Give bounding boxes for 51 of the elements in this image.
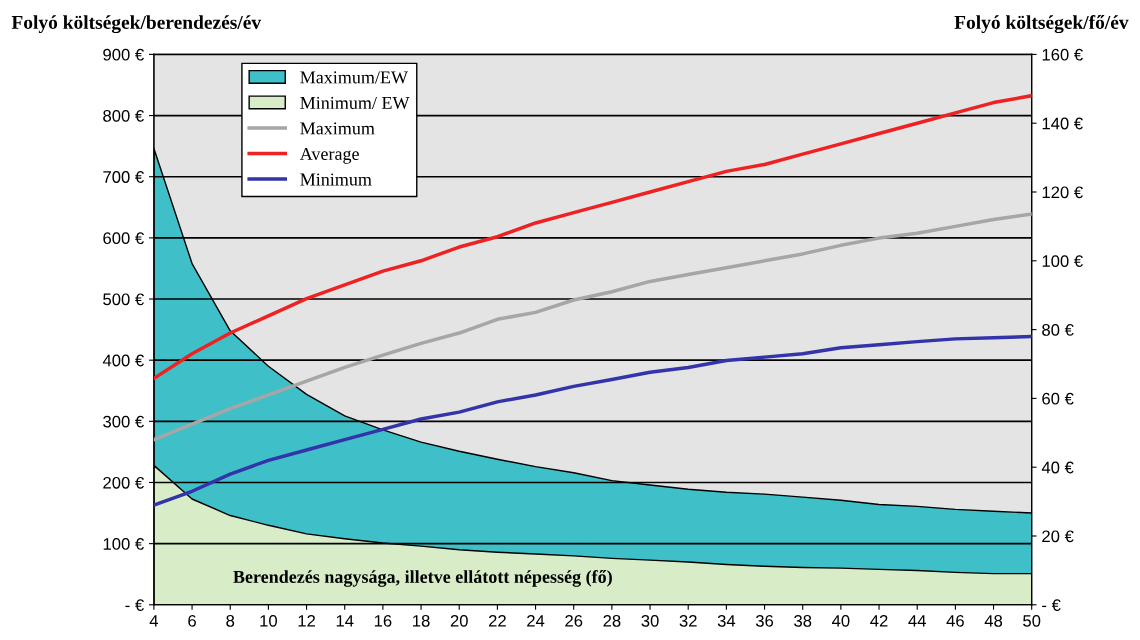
- legend-label: Minimum: [300, 173, 372, 186]
- x-tick-label: 32: [679, 614, 697, 627]
- legend-label: Maximum: [300, 122, 375, 135]
- x-tick-label: 40: [831, 614, 850, 627]
- y2-tick-label: 20 €: [1042, 530, 1074, 543]
- y2-tick-label: 60 €: [1042, 392, 1074, 405]
- legend-label: Minimum/ EW: [300, 96, 410, 110]
- legend-label: Maximum/EW: [300, 71, 408, 84]
- x-axis-title: Berendezés nagysága, illetve ellátott népesség (fő): [233, 570, 612, 587]
- y2-axis-title: Folyó költségek/fő/év: [954, 15, 1129, 34]
- x-tick-label: 30: [641, 614, 659, 627]
- x-tick-label: 4: [149, 615, 159, 627]
- y-tick-label: 800 €: [103, 109, 144, 122]
- x-tick-label: 38: [794, 614, 812, 627]
- x-tick-label: 22: [488, 614, 506, 627]
- x-tick-label: 44: [908, 615, 926, 627]
- y-tick-label: 400 €: [102, 354, 144, 367]
- x-tick-label: 34: [717, 614, 736, 627]
- y2-tick-label: - €: [1042, 599, 1061, 611]
- x-tick-label: 42: [870, 614, 888, 627]
- y-tick-label: 200 €: [103, 476, 144, 489]
- x-tick-label: 20: [450, 614, 468, 627]
- y2-tick-label: 140 €: [1042, 117, 1083, 130]
- x-tick-label: 6: [188, 614, 196, 627]
- x-tick-label: 24: [527, 614, 545, 627]
- x-tick-label: 46: [946, 614, 964, 627]
- y-tick-label: 300 €: [103, 415, 144, 428]
- y-tick-label: 600 €: [103, 232, 144, 245]
- y-axis-title: Folyó költségek/berendezés/év: [11, 15, 262, 34]
- x-tick-label: 12: [298, 614, 315, 627]
- legend-label: Average: [299, 147, 359, 164]
- y2-tick-label: 120 €: [1042, 186, 1083, 199]
- x-tick-label: 36: [755, 614, 774, 627]
- x-tick-label: 8: [226, 614, 235, 627]
- y-tick-label: 700 €: [103, 171, 144, 183]
- y-tick-label: 900 €: [103, 48, 144, 61]
- y-tick-label: 500 €: [103, 293, 144, 306]
- x-tick-label: 50: [1023, 614, 1041, 627]
- x-tick-label: 14: [336, 615, 354, 627]
- x-tick-label: 10: [260, 614, 278, 627]
- x-tick-label: 48: [984, 614, 1003, 627]
- y-tick-label: 100 €: [103, 538, 144, 550]
- y2-tick-label: 80 €: [1042, 324, 1074, 336]
- x-tick-label: 26: [565, 614, 583, 627]
- x-tick-label: 16: [374, 614, 392, 627]
- y2-tick-label: 160 €: [1042, 48, 1083, 61]
- y-tick-label: - €: [125, 599, 144, 611]
- y2-tick-label: 100 €: [1042, 255, 1083, 267]
- x-tick-label: 18: [413, 614, 430, 627]
- x-tick-label: 28: [603, 614, 621, 627]
- y2-tick-label: 40 €: [1041, 461, 1074, 474]
